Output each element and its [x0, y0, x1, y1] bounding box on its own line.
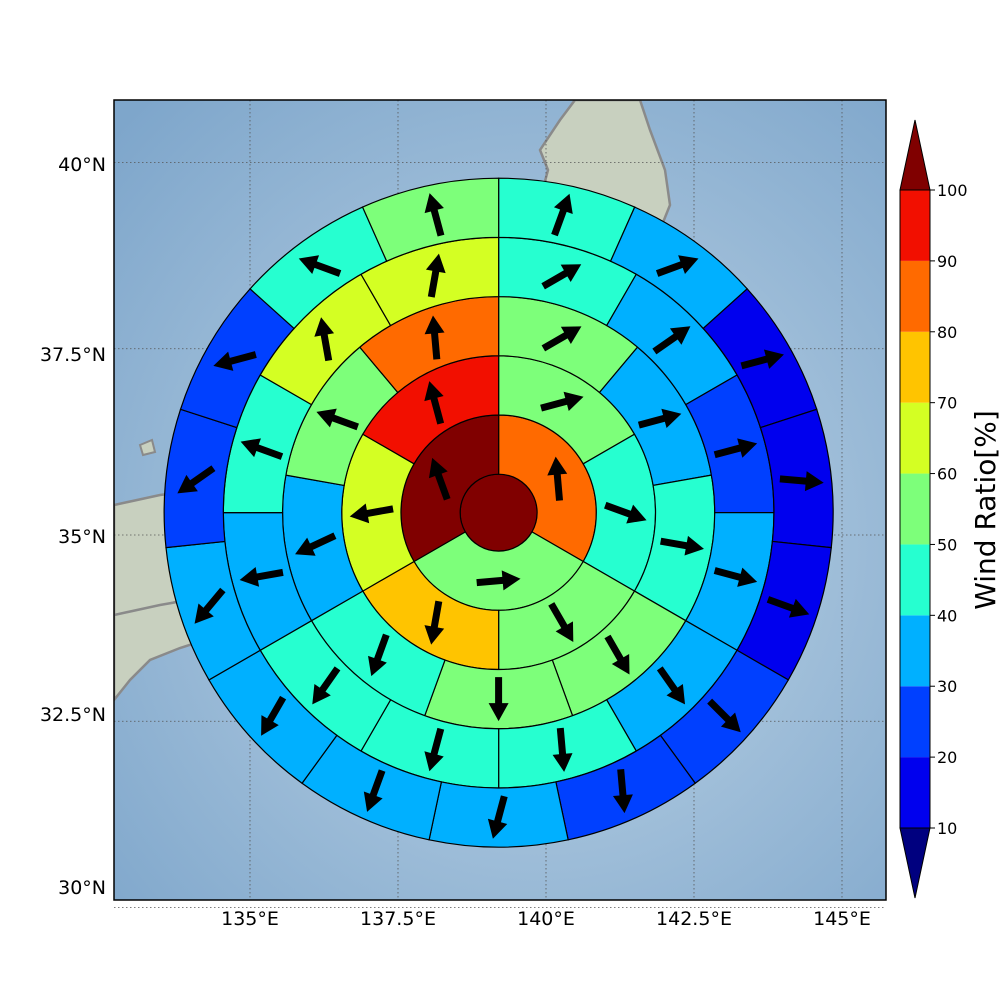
- wind-arrow: [740, 349, 784, 370]
- wind-arrow: [213, 351, 257, 371]
- colorbar-band: [900, 757, 930, 828]
- wind-arrow: [713, 567, 758, 587]
- wind-arrow: [194, 587, 226, 624]
- wind-arrow: [660, 535, 704, 556]
- wind-arrow: [424, 381, 445, 425]
- colorbar-bands: [900, 190, 930, 828]
- wind-arrow: [316, 408, 359, 431]
- colorbar-outline: [899, 189, 931, 829]
- colorbar-ticks: 10 20 30 40 50 60 70 80 90 100: [930, 181, 968, 838]
- lat-tick-label: 32.5°N: [40, 704, 106, 726]
- wind-ratio-sectors: [163, 177, 834, 848]
- colorbar-band: [900, 190, 930, 261]
- wind-arrow: [424, 315, 445, 360]
- wind-arrow: [612, 768, 633, 814]
- wind-arrow: [637, 408, 682, 429]
- colorbar-band: [900, 615, 930, 687]
- map-frame: [113, 99, 887, 908]
- wind-arrow: [240, 438, 284, 460]
- island-oki: [138, 438, 157, 457]
- wind-direction-arrows: [177, 193, 824, 839]
- wind-arrow: [779, 471, 824, 492]
- wind-arrow: [488, 677, 509, 722]
- lon-tick-label: 140°E: [517, 908, 575, 930]
- wind-arrow: [314, 317, 335, 362]
- wind-arrow: [312, 666, 341, 705]
- wind-arrow: [655, 255, 699, 277]
- colorbar-tick-label: 90: [937, 252, 957, 271]
- wind-arrow: [295, 532, 337, 556]
- colorbar-band: [900, 402, 930, 474]
- wind-arrow: [652, 326, 691, 355]
- lat-tick-label: 37.5°N: [40, 344, 106, 366]
- wind-arrow: [476, 570, 521, 591]
- wind-arrow: [707, 698, 741, 733]
- colorbar-band: [900, 544, 930, 616]
- wind-arrow: [424, 193, 445, 237]
- wind-ratio-sector: [361, 177, 500, 262]
- wind-arrow: [487, 795, 508, 839]
- colorbar-tick-label: 20: [937, 748, 957, 767]
- wind-arrow: [239, 567, 284, 587]
- wind-arrow: [604, 634, 630, 675]
- wind-arrow: [261, 695, 287, 736]
- wind-arrow: [547, 456, 568, 501]
- wind-arrow: [349, 503, 394, 524]
- wind-arrow: [540, 391, 584, 412]
- map-border: [113, 99, 887, 901]
- wind-arrow: [541, 264, 582, 290]
- lat-tick-label: 40°N: [58, 154, 106, 176]
- wind-arrow: [551, 193, 573, 237]
- wind-arrow: [548, 602, 574, 642]
- colorbar-tick-label: 10: [937, 819, 957, 838]
- colorbar-band: [900, 260, 930, 332]
- lon-tick-label: 135°E: [221, 908, 279, 930]
- colorbar: 10 20 30 40 50 60 70 80 90 100 Wind Ratio[%]: [899, 119, 1000, 899]
- wind-arrow: [541, 326, 582, 352]
- lon-tick-label: 145°E: [813, 908, 871, 930]
- colorbar-tick-label: 80: [937, 323, 957, 342]
- colorbar-tick-label: 60: [937, 465, 957, 484]
- colorbar-band: [900, 473, 930, 545]
- wind-arrow: [424, 727, 445, 772]
- wind-arrow: [766, 596, 810, 618]
- colorbar-tick-label: 70: [937, 394, 957, 413]
- colorbar-tick-label: 30: [937, 677, 957, 696]
- wind-arrow: [604, 501, 647, 524]
- wind-arrow: [656, 666, 686, 705]
- lon-tick-label: 137.5°E: [360, 908, 436, 930]
- wind-arrow: [425, 253, 446, 298]
- wind-arrow: [713, 438, 758, 459]
- lat-tick-label: 35°N: [58, 526, 106, 548]
- wind-arrow: [368, 633, 390, 677]
- wind-arrow: [363, 769, 386, 812]
- colorbar-tick-label: 40: [937, 606, 957, 625]
- wind-arrow: [177, 465, 216, 494]
- lat-tick-label: 30°N: [58, 877, 106, 899]
- latitude-axis: 40°N 37.5°N 35°N 32.5°N 30°N: [40, 154, 106, 899]
- colorbar-band: [900, 331, 930, 403]
- colorbar-band: [900, 686, 930, 758]
- colorbar-tick-label: 100: [937, 181, 968, 200]
- lon-tick-label: 142.5°E: [656, 908, 732, 930]
- wind-arrow: [424, 600, 445, 645]
- colorbar-label: Wind Ratio[%]: [969, 410, 1000, 610]
- colorbar-under-triangle: [899, 827, 931, 899]
- colorbar-tick-label: 50: [937, 535, 957, 554]
- colorbar-over-triangle: [899, 119, 931, 191]
- wind-arrow: [298, 255, 342, 277]
- wind-arrow: [552, 727, 573, 772]
- wind-arrow: [428, 457, 451, 501]
- longitude-axis: 135°E 137.5°E 140°E 142.5°E 145°E: [221, 908, 871, 930]
